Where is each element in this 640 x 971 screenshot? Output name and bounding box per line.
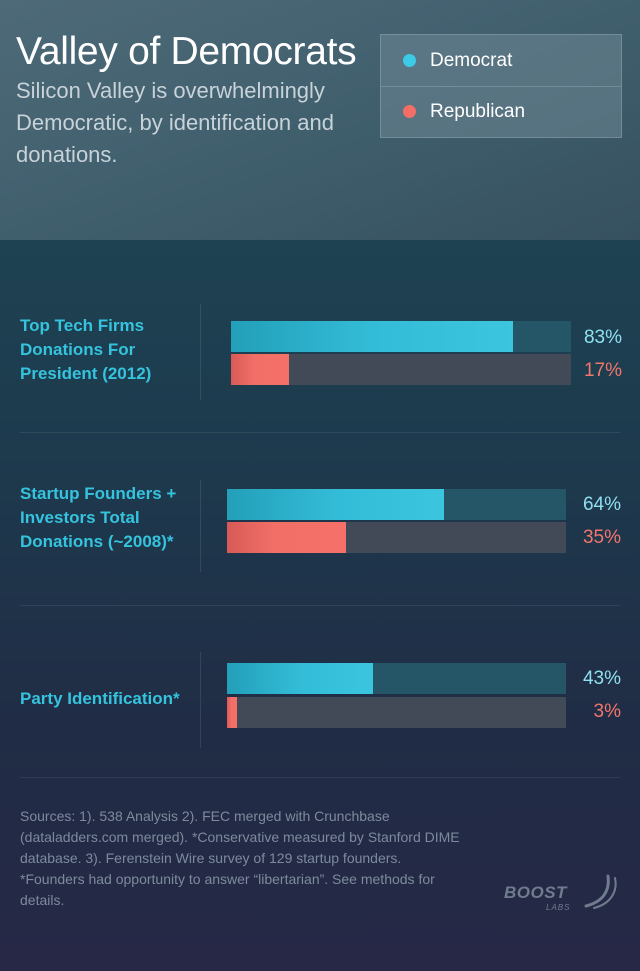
group-label-startup-founders: Startup Founders + Investors Total Donat… (20, 484, 177, 551)
legend-label-democrat: Democrat (430, 49, 513, 71)
bar-track-republican (227, 522, 566, 553)
boost-labs-logo: BOOST LABS (500, 872, 618, 916)
logo-subtext: LABS (546, 903, 571, 912)
group-separator-line (200, 304, 201, 400)
legend-item-democrat: Democrat (381, 35, 621, 87)
bar-democrat-top-tech-firms (231, 321, 513, 352)
section-divider (20, 605, 620, 606)
bar-track-republican (231, 354, 571, 385)
group-separator-line (200, 480, 201, 572)
bar-track-democrat (227, 489, 566, 520)
chart-legend: Democrat Republican (380, 34, 622, 138)
bar-democrat-party-identification (227, 663, 373, 694)
group-label-party-identification: Party Identification* (20, 689, 180, 708)
section-divider (20, 777, 620, 778)
legend-item-republican: Republican (381, 86, 621, 137)
data-label-republican-startup-founders: 35% (582, 527, 621, 548)
page-subtitle: Silicon Valley is overwhelmingly Democra… (16, 78, 334, 167)
swoosh-icon (584, 874, 617, 909)
group-label-top-tech-firms: Top Tech Firms Donations For President (… (20, 316, 152, 383)
bar-track-republican (227, 697, 566, 728)
bar-democrat-startup-founders (227, 489, 444, 520)
bar-republican-top-tech-firms (231, 354, 289, 385)
group-separator-line (200, 652, 201, 748)
republican-dot-icon (403, 105, 416, 118)
bar-track-democrat (227, 663, 566, 694)
data-label-democrat-party-identification: 43% (582, 668, 621, 689)
sources-note: Sources: 1). 538 Analysis 2). FEC merged… (20, 808, 460, 908)
page-title: Valley of Democrats (16, 30, 357, 73)
data-label-republican-party-identification: 3% (593, 701, 621, 722)
legend-label-republican: Republican (430, 100, 526, 122)
democrat-dot-icon (403, 54, 416, 67)
logo-wordmark: BOOST (504, 883, 567, 902)
data-label-democrat-startup-founders: 64% (582, 494, 621, 515)
data-label-democrat-top-tech-firms: 83% (583, 327, 622, 348)
bar-republican-startup-founders (227, 522, 346, 553)
header-panel: Valley of Democrats Silicon Valley is ov… (0, 0, 640, 240)
bar-republican-party-identification (227, 697, 237, 728)
data-label-republican-top-tech-firms: 17% (583, 360, 622, 381)
bar-track-democrat (231, 321, 571, 352)
section-divider (20, 432, 620, 433)
